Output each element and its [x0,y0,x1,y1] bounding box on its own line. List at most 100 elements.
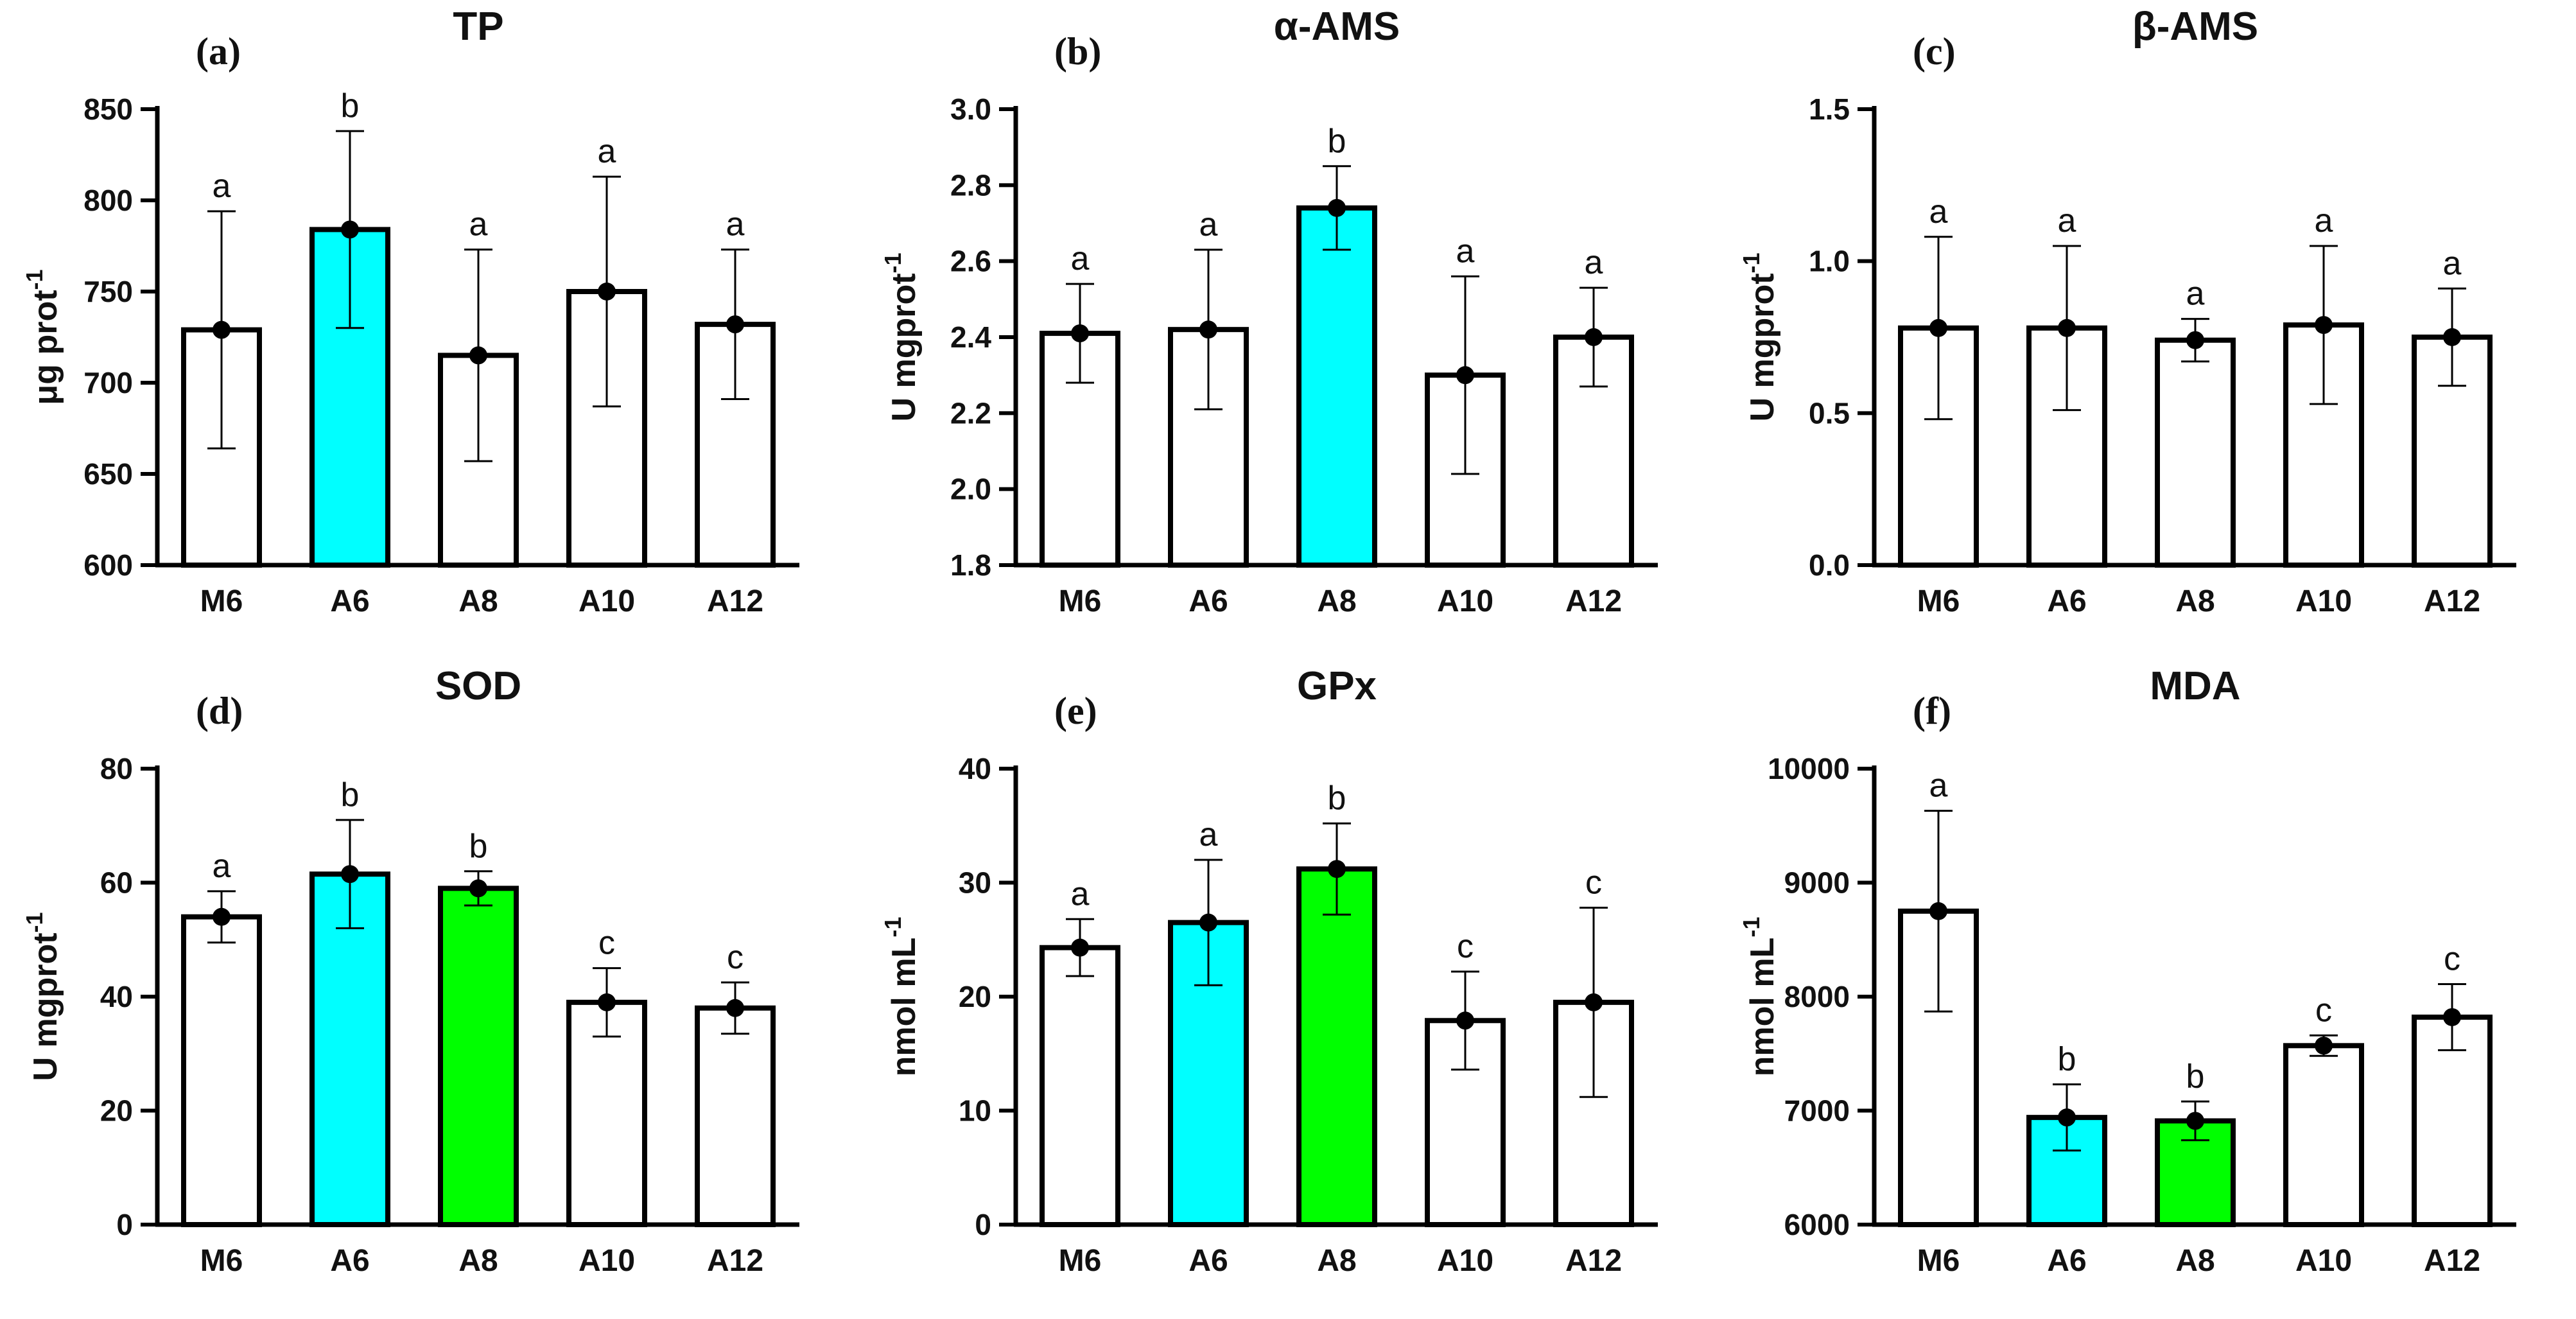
x-tick-label: A12 [2424,1244,2480,1278]
bar [2155,337,2236,568]
x-tick-label: A12 [2424,584,2480,618]
y-tick-label: 8000 [1784,980,1850,1013]
bar [1040,945,1120,1227]
y-tick-label: 9000 [1784,866,1850,900]
chart-title: α-AMS [1274,4,1400,49]
bar [1296,205,1377,568]
mean-point [726,315,744,334]
y-tick-label: 20 [100,1094,133,1128]
chart-title: β-AMS [2132,4,2258,49]
x-tick-label: A10 [2295,1244,2352,1278]
x-tick-label: A8 [1317,584,1356,618]
mean-point [2315,316,2333,335]
mean-point [1199,913,1217,932]
bar [309,871,390,1227]
x-tick-label: A10 [1437,584,1493,618]
significance-letter: b [341,87,360,125]
bar [438,886,519,1227]
chart-svg: GPx (e) 0 10 20 30 40 nmol mL-1 a M6 a A6 b A8 c A10 c A1… [880,664,1658,1278]
y-axis-label: U mgprot-1 [21,912,64,1081]
x-tick-label: M6 [200,584,243,618]
y-tick-label: 650 [83,457,133,491]
y-axis-label: U mgprot-1 [880,252,923,421]
y-tick-label: 750 [83,275,133,308]
significance-letter: c [727,939,744,976]
bar [1168,920,1249,1227]
significance-letter: b [1328,780,1346,817]
mean-point [1929,902,1947,920]
bar [695,322,776,568]
y-axis-label: nmol mL-1 [880,917,923,1077]
x-tick-label: M6 [1059,1244,1102,1278]
y-tick-label: 3.0 [950,92,991,126]
mean-point [213,320,231,339]
y-tick-label: 40 [100,980,133,1013]
mean-point [1585,328,1603,346]
significance-letter: a [213,168,231,205]
y-axis-label: μg prot-1 [21,269,64,405]
x-tick-label: A10 [579,1244,635,1278]
mean-point [598,283,616,301]
y-axis-label-superscript: -1 [880,917,906,938]
y-tick-label: 10000 [1768,752,1850,785]
chart-title: GPx [1297,664,1377,708]
y-tick-label: 2.8 [950,168,991,202]
significance-letter: c [1457,928,1474,965]
significance-letter: a [213,848,231,885]
y-tick-label: 600 [83,548,133,582]
panel-letter: (b) [1054,30,1101,73]
y-tick-label: 1.5 [1809,92,1850,126]
mean-point [1071,938,1089,957]
significance-letter: a [2058,202,2076,240]
mean-point [2058,1108,2076,1127]
y-axis-label-superscript: -1 [1738,252,1764,273]
y-axis-label-superscript: -1 [21,269,48,290]
significance-letter: a [726,206,745,243]
significance-letter: c [1585,864,1602,902]
y-tick-label: 20 [959,980,991,1013]
y-axis-label-main: nmol mL [885,938,923,1077]
chart-svg: β-AMS (c) 0.0 0.5 1.0 1.5 U mgprot-1 a M6 a A6 a A8 a… [1738,4,2516,618]
significance-letter: b [341,776,360,814]
mean-point [1328,198,1346,217]
y-tick-label: 1.8 [950,548,991,582]
y-tick-label: 40 [959,752,991,785]
y-tick-label: 60 [100,866,133,900]
y-axis-label-main: U mgprot [27,932,64,1081]
y-tick-label: 80 [100,752,133,785]
significance-letter: a [469,206,488,243]
y-axis-label-superscript: -1 [880,252,906,273]
y-axis-label-main: nmol mL [1744,938,1781,1077]
y-tick-label: 2.6 [950,245,991,278]
x-tick-label: M6 [1917,1244,1960,1278]
significance-letter: c [2315,991,2332,1029]
significance-letter: b [1328,123,1346,160]
y-tick-label: 0 [975,1208,991,1241]
y-axis-label: nmol mL-1 [1738,917,1781,1077]
y-tick-label: 6000 [1784,1208,1850,1241]
mean-point [213,907,231,926]
mean-point [2186,331,2204,349]
mean-point [2058,319,2076,337]
x-tick-label: A12 [707,1244,763,1278]
x-tick-label: A8 [1317,1244,1356,1278]
mean-point [469,346,487,365]
y-axis-label-main: U mgprot [885,273,923,421]
bar [1296,866,1377,1227]
x-tick-label: M6 [1917,584,1960,618]
significance-letter: c [598,925,615,962]
mean-point [1328,860,1346,878]
significance-letter: a [1199,816,1218,853]
chart-title: TP [453,4,503,49]
significance-letter: a [1929,193,1948,231]
x-tick-label: A10 [1437,1244,1493,1278]
mean-point [1456,1011,1474,1030]
x-tick-label: A8 [2175,584,2215,618]
chart-title: MDA [2150,664,2240,708]
y-tick-label: 30 [959,866,991,900]
y-tick-label: 0.5 [1809,396,1850,430]
y-tick-label: 2.2 [950,396,991,430]
y-tick-label: 2.0 [950,473,991,506]
x-tick-label: A6 [2047,1244,2086,1278]
significance-letter: a [598,133,616,170]
